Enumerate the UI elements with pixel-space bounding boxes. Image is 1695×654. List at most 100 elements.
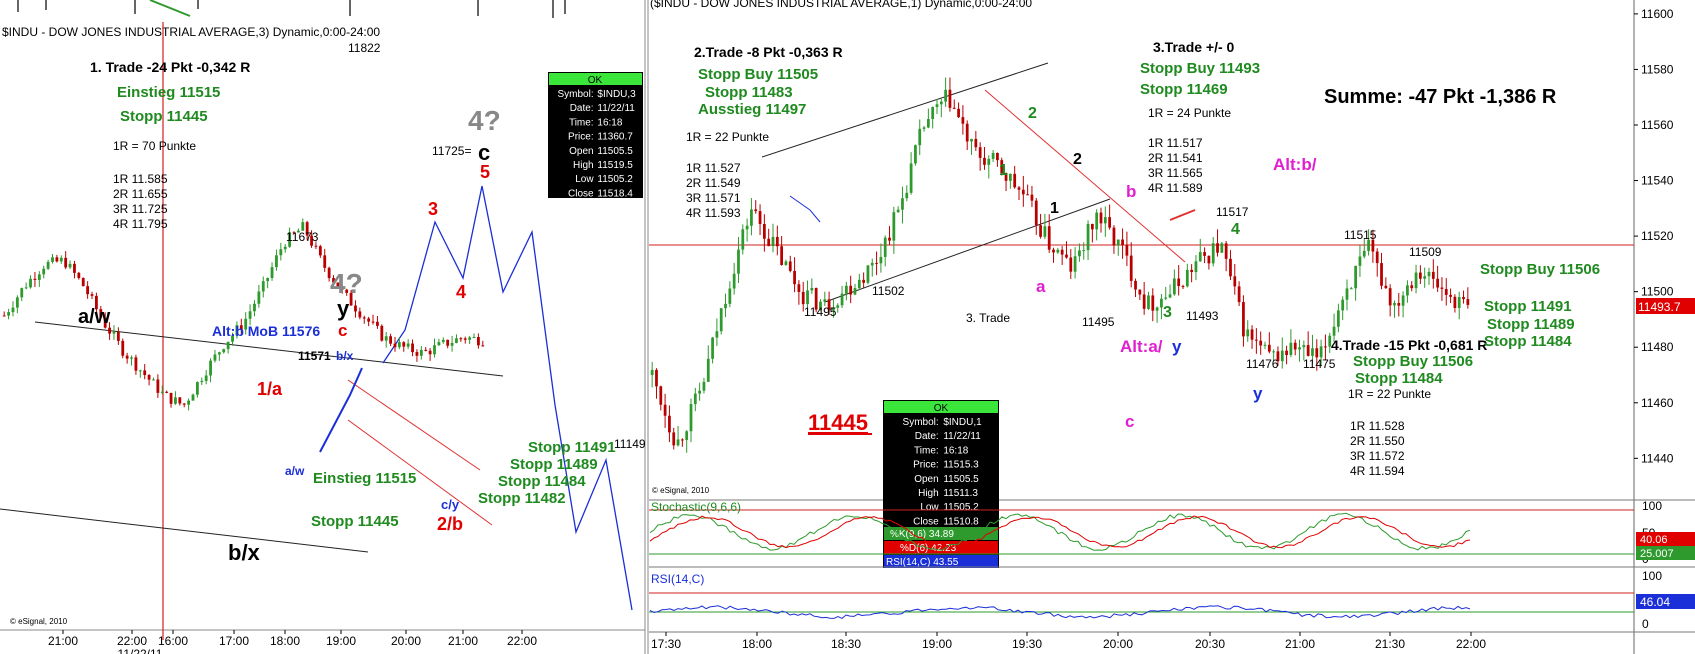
candle-body <box>914 145 917 164</box>
candle-body <box>7 312 10 316</box>
candle-body <box>42 268 46 275</box>
candle-body <box>750 209 753 226</box>
x-tick-label: 21:00 <box>48 634 78 648</box>
candle-body <box>1431 271 1435 279</box>
trade3-line-2: Stopp 11469 <box>1140 81 1228 98</box>
candle-body <box>745 225 749 230</box>
candle-body <box>1034 200 1038 226</box>
x-tick-label: 18:30 <box>831 637 861 651</box>
candle-body <box>1125 245 1129 256</box>
x-tick-label: 22:00 <box>117 634 147 648</box>
candle-body <box>1466 299 1470 305</box>
label-11673: 11673 <box>286 230 319 244</box>
candle-body <box>415 352 419 356</box>
infobox-value: 16:18 <box>597 117 622 128</box>
candle-body <box>1224 243 1228 259</box>
candle-body <box>1289 342 1293 356</box>
candle-body <box>481 345 485 347</box>
candle-body <box>1090 223 1094 230</box>
stoch-value-k: 25.007 <box>1640 548 1674 560</box>
rsi-label: RSI(14,C) <box>651 572 704 586</box>
x-tick-label: 19:30 <box>1012 637 1042 651</box>
candle-body <box>1272 351 1276 353</box>
candle-body <box>1453 296 1457 309</box>
candle-body <box>866 265 870 283</box>
candle-body <box>419 349 423 356</box>
infobox-key: Price: <box>913 460 939 471</box>
candle-body <box>970 138 973 142</box>
candle-body <box>1414 272 1418 289</box>
candle-body <box>1358 256 1362 266</box>
y-tick-label: 11480 <box>1641 340 1674 354</box>
candle-body <box>1116 239 1120 246</box>
stoch-axis-100: 100 <box>1642 499 1662 513</box>
candle-body <box>397 342 401 348</box>
candle-body <box>301 222 305 231</box>
candle-body <box>1047 226 1051 250</box>
trade1-level-4: 4R 11.795 <box>113 217 168 231</box>
candle-body <box>1039 225 1042 237</box>
left-annotations: 11822 1. Trade -24 Pkt -0,342 R Einstieg… <box>78 41 646 565</box>
candle-body <box>1237 286 1241 303</box>
infobox-key: Date: <box>915 431 939 442</box>
candle-body <box>1457 297 1461 309</box>
candle-body <box>693 393 697 405</box>
candle-body <box>711 337 714 359</box>
candle-body <box>944 89 948 102</box>
candle-body <box>918 128 922 146</box>
label-3: 3 <box>428 199 438 219</box>
candle-body <box>1380 263 1383 286</box>
candle-body <box>775 236 779 247</box>
candle-body <box>1250 329 1254 340</box>
candle-body <box>1129 255 1133 281</box>
label-c-red: c <box>338 321 347 340</box>
candle-body <box>1440 287 1444 289</box>
trade2-line-1: Stopp Buy 11505 <box>698 66 818 83</box>
x-tick-label: 22:00 <box>507 634 537 648</box>
trade4-title: 4.Trade -15 Pkt -0,681 R <box>1331 337 1487 353</box>
candle-body <box>1263 344 1267 346</box>
label-11515: 11515 <box>1344 228 1377 242</box>
candle-body <box>288 232 292 247</box>
label-11445: 11445 <box>808 410 868 435</box>
label-5: 5 <box>480 162 490 182</box>
alt-b-label: Alt:b/ <box>1273 155 1317 174</box>
y-tick-label: 11460 <box>1641 396 1674 410</box>
label-11725: 11725= <box>432 144 472 158</box>
y-tick-label: 11440 <box>1641 451 1674 465</box>
candle-body <box>1259 340 1263 346</box>
wave-c-magenta: c <box>1125 412 1134 431</box>
trade4-level-1: 1R 11.528 <box>1350 419 1405 433</box>
candle-body <box>905 192 909 199</box>
x-tick-label: 20:00 <box>391 634 421 648</box>
candle-body <box>1449 294 1452 297</box>
right-x-axis: 17:30 18:00 18:30 19:00 19:30 20:00 20:30 21:00… <box>651 632 1486 651</box>
candle-body <box>367 318 371 322</box>
infobox-key: Symbol: <box>903 417 939 428</box>
candle-body <box>1172 278 1176 295</box>
right-candles <box>650 77 1470 453</box>
label-entry2: Einstieg 11515 <box>313 470 416 487</box>
candle-body <box>844 285 848 294</box>
label-11517: 11517 <box>1216 205 1249 219</box>
candle-body <box>314 245 318 247</box>
candle-body <box>650 369 654 375</box>
candle-body <box>1410 285 1414 289</box>
candle-body <box>1397 302 1401 306</box>
candle-body <box>983 157 986 165</box>
right-chart: ($INDU - DOW JONES INDUSTRIAL AVERAGE,1)… <box>647 0 1695 654</box>
candle-body <box>931 107 935 120</box>
candle-body <box>178 397 182 404</box>
candle-body <box>11 307 15 313</box>
candle-body <box>883 237 887 257</box>
candle-body <box>354 305 357 312</box>
infobox-right-header: OK <box>934 403 949 414</box>
candle-body <box>376 321 379 326</box>
candle-body <box>668 415 671 433</box>
candle-body <box>125 355 129 359</box>
candle-body <box>875 262 878 264</box>
candle-body <box>1462 297 1465 300</box>
candle-body <box>424 349 428 351</box>
trade3-title: 3.Trade +/- 0 <box>1153 39 1235 55</box>
candle-body <box>1298 347 1301 350</box>
